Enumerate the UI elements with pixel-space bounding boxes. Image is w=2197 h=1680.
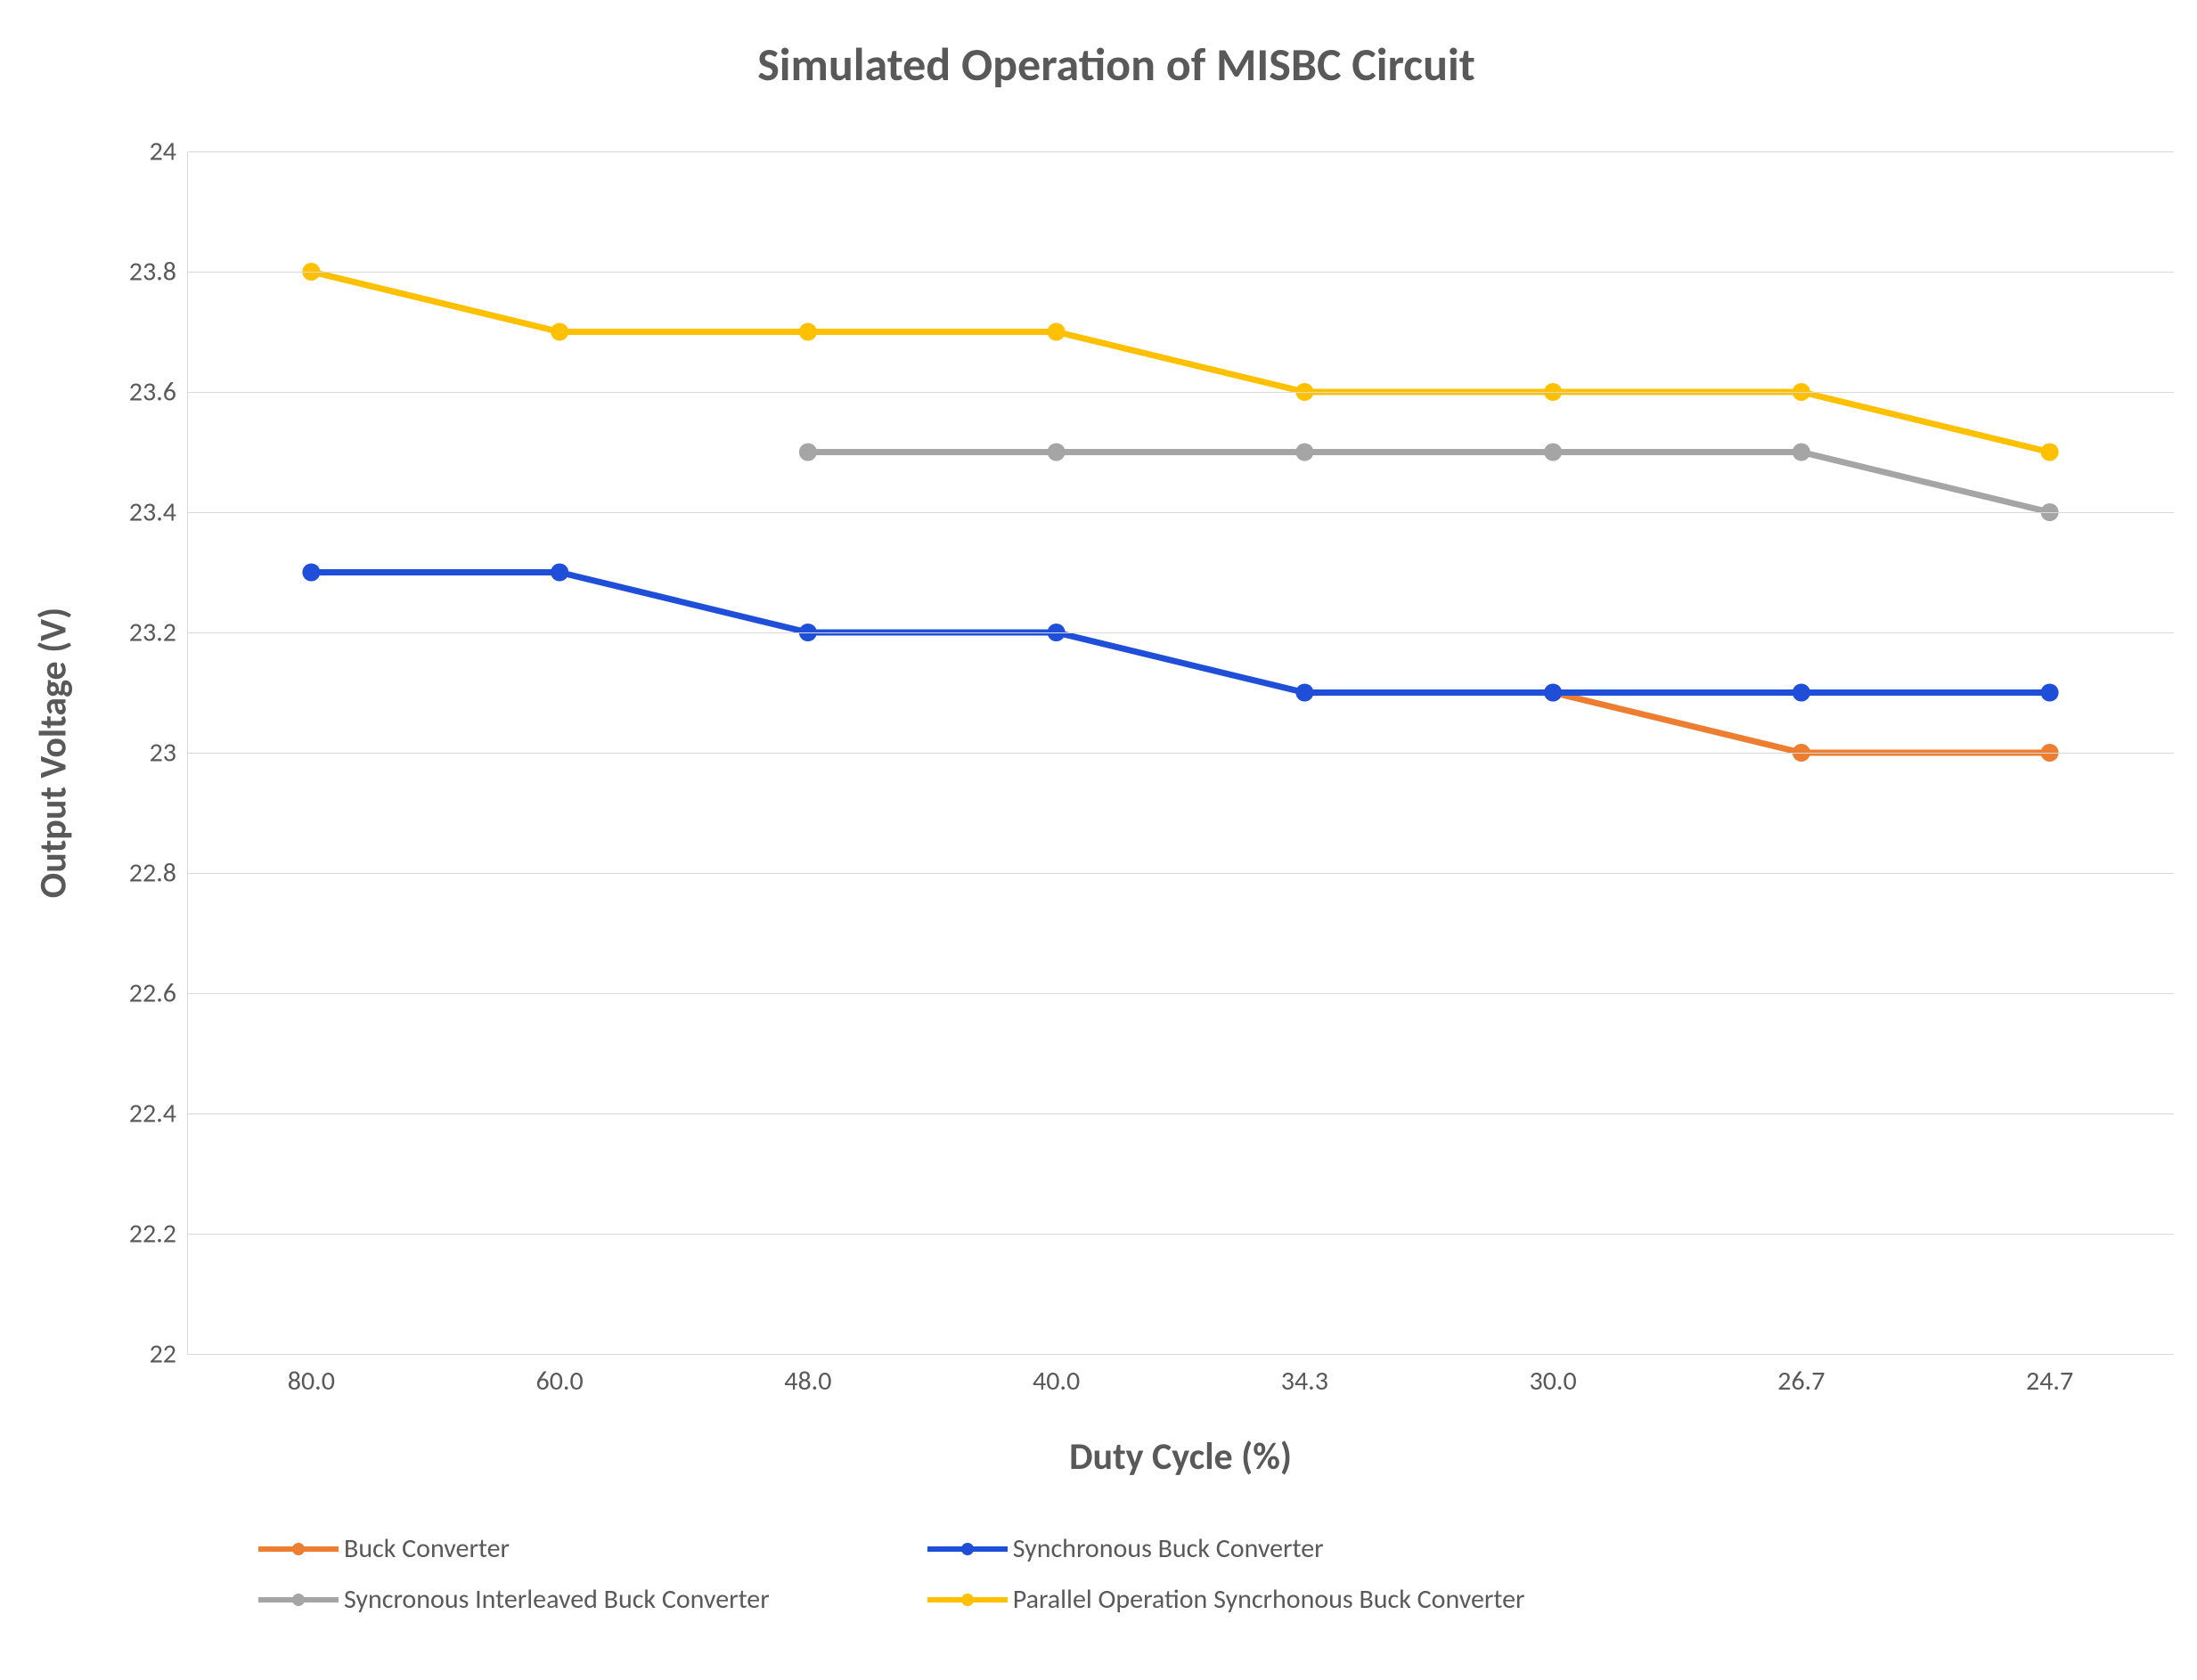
series-marker [1048,444,1066,461]
legend-item: Synchronous Buck Converter [927,1532,1525,1565]
x-tick-label: 60.0 [536,1354,584,1398]
series-line [311,272,2049,453]
gridline [187,272,2174,273]
legend-swatch [258,1546,339,1552]
legend-swatch [927,1546,1008,1552]
y-tick-label: 23.4 [129,496,187,529]
chart-container: Simulated Operation of MISBC Circuit 222… [18,18,2197,1662]
legend-item: Buck Converter [258,1532,856,1565]
legend-swatch [927,1597,1008,1603]
series-marker [2041,444,2059,461]
chart-title: Simulated Operation of MISBC Circuit [18,18,2197,93]
gridline [187,151,2174,152]
series-marker [1793,444,1810,461]
legend-label: Parallel Operation Syncrhonous Buck Conv… [1013,1583,1525,1616]
y-tick-label: 23.2 [129,616,187,649]
legend-item: Syncronous Interleaved Buck Converter [258,1583,856,1616]
series-marker [551,564,568,582]
gridline [187,753,2174,754]
x-tick-label: 40.0 [1033,1354,1080,1398]
gridline [187,512,2174,513]
gridline [187,1113,2174,1114]
gridline [187,392,2174,393]
series-marker [2041,684,2059,702]
x-tick-label: 26.7 [1777,1354,1825,1398]
series-marker [302,564,320,582]
gridline [187,873,2174,874]
y-tick-label: 22 [150,1338,187,1371]
x-tick-label: 24.7 [2026,1354,2073,1398]
x-tick-label: 34.3 [1281,1354,1328,1398]
series-line [808,453,2050,513]
y-tick-label: 23.6 [129,376,187,409]
legend-label: Synchronous Buck Converter [1013,1532,1324,1565]
series-marker [1544,444,1562,461]
y-tick-label: 23.8 [129,256,187,289]
gridline [187,632,2174,633]
series-marker [1544,684,1562,702]
plot-area: 2222.222.422.622.82323.223.423.623.82480… [187,151,2174,1354]
y-axis-title: Output Voltage (V) [31,608,77,898]
series-marker [799,323,817,341]
y-tick-label: 22.6 [129,977,187,1010]
y-tick-label: 22.4 [129,1097,187,1130]
series-marker [551,323,568,341]
legend-label: Syncronous Interleaved Buck Converter [344,1583,770,1616]
x-tick-label: 80.0 [288,1354,335,1398]
legend: Buck Converter Synchronous Buck Converter… [258,1532,1524,1616]
gridline [187,1234,2174,1235]
series-marker [1295,444,1313,461]
series-marker [1295,684,1313,702]
y-tick-label: 22.2 [129,1218,187,1251]
x-tick-label: 30.0 [1530,1354,1577,1398]
series-line [1553,693,2050,754]
legend-label: Buck Converter [344,1532,510,1565]
gridline [187,993,2174,994]
x-axis-title: Duty Cycle (%) [1069,1434,1292,1480]
series-marker [1048,323,1066,341]
gridline [187,1354,2174,1355]
series-marker [799,444,817,461]
x-tick-label: 48.0 [784,1354,831,1398]
y-tick-label: 22.8 [129,857,187,890]
legend-swatch [258,1597,339,1603]
y-tick-label: 24 [150,135,187,168]
y-tick-label: 23 [150,737,187,770]
series-marker [1793,684,1810,702]
legend-item: Parallel Operation Syncrhonous Buck Conv… [927,1583,1525,1616]
